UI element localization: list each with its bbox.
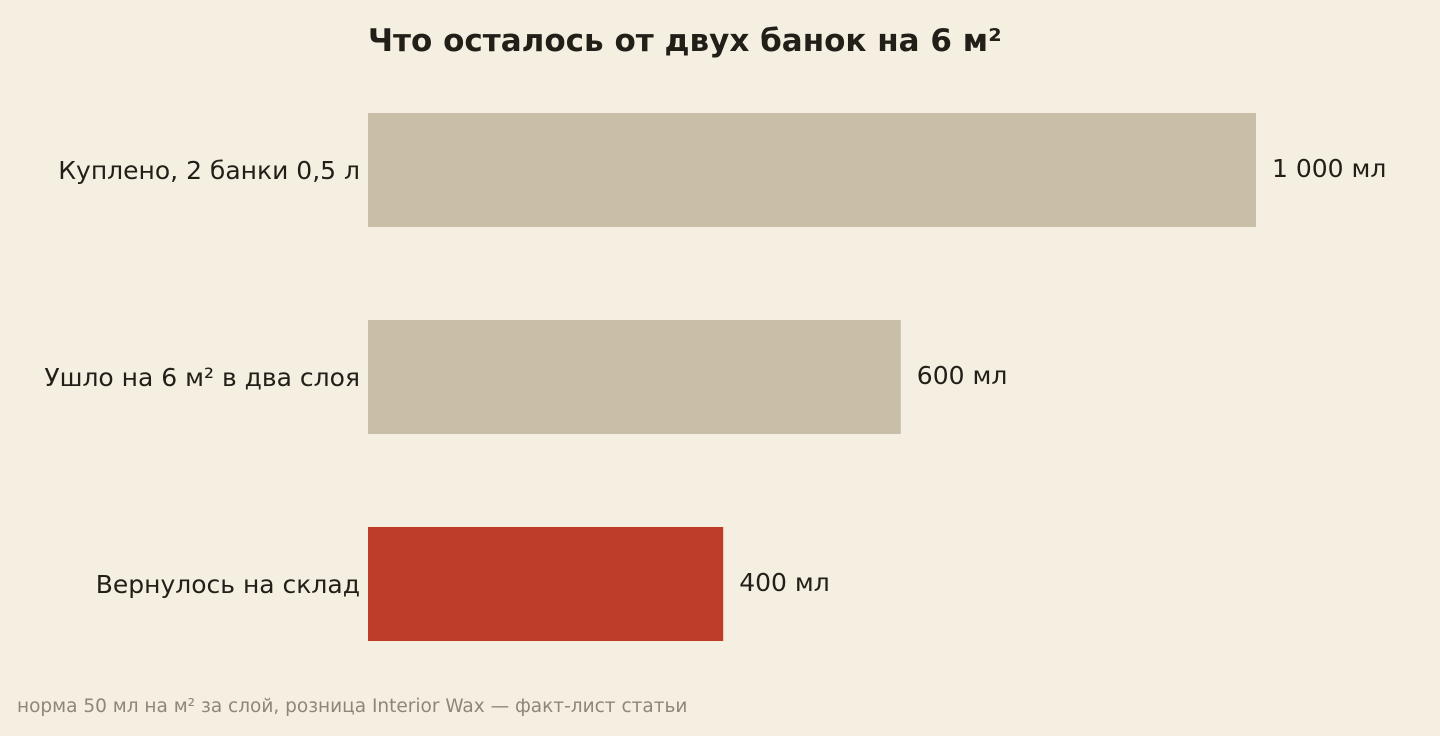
value-label-2: 400 мл [739, 568, 830, 597]
bar-1 [368, 320, 901, 434]
category-label-1: Ушло на 6 м² в два слоя [44, 363, 360, 392]
chart-title: Что осталось от двух банок на 6 м² [368, 23, 1002, 59]
value-label-0: 1 000 мл [1272, 154, 1386, 183]
bar-0 [368, 113, 1256, 227]
category-label-2: Вернулось на склад [96, 570, 360, 599]
source-footnote: норма 50 мл на м² за слой, розница Inter… [17, 696, 688, 717]
category-label-0: Куплено, 2 банки 0,5 л [58, 156, 360, 185]
value-label-1: 600 мл [917, 361, 1008, 390]
bar-chart: Что осталось от двух банок на 6 м² Купле… [44, 23, 1386, 641]
bar-2 [368, 527, 724, 641]
bars-group: Куплено, 2 банки 0,5 л 1 000 мл Ушло на 6 … [44, 113, 1386, 641]
